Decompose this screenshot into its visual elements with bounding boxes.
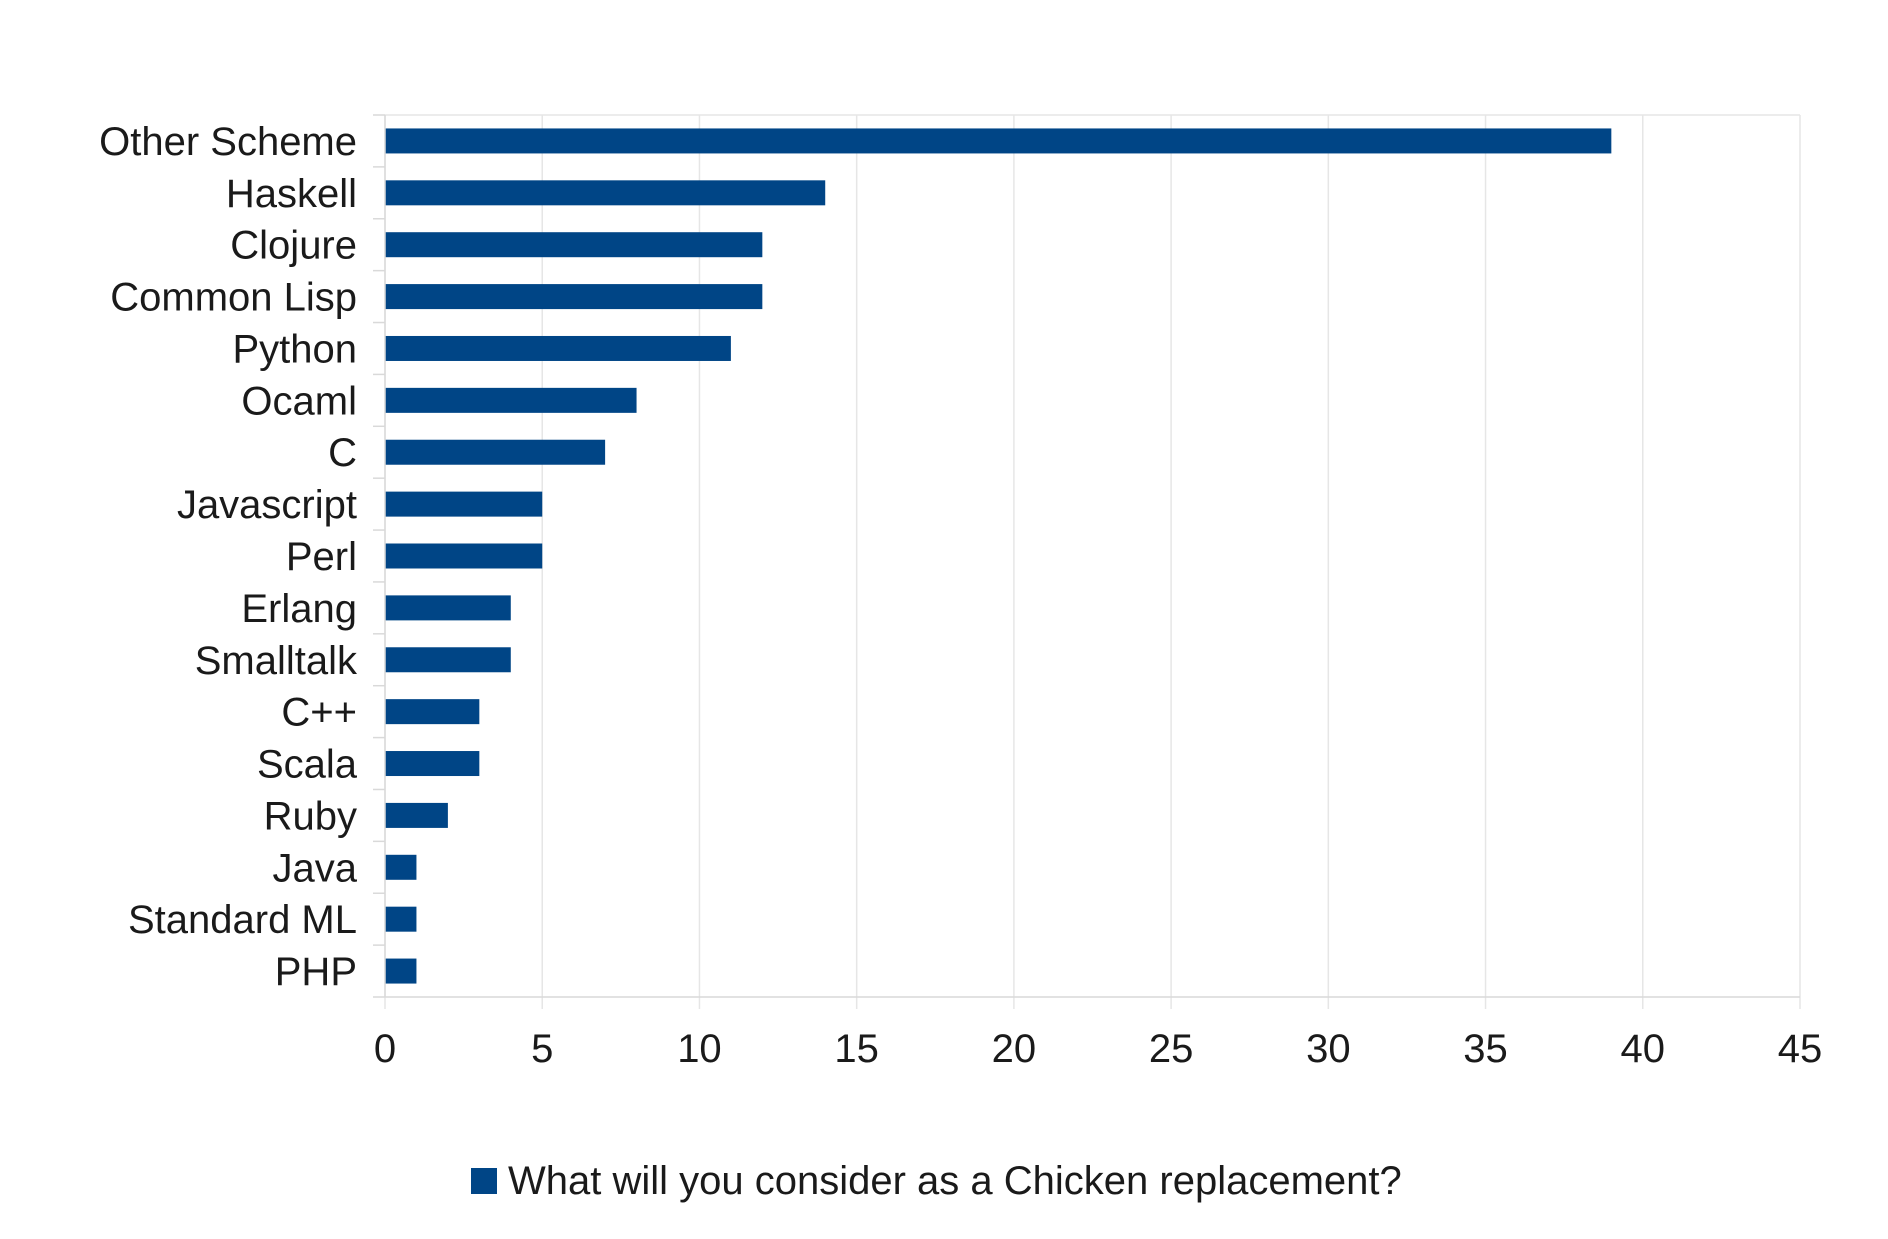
category-label: Standard ML <box>128 898 357 942</box>
bars <box>385 128 1612 984</box>
x-tick-label: 35 <box>1463 1027 1508 1071</box>
bar <box>385 595 511 621</box>
category-labels: Other Scheme Haskell Clojure Common Lisp Pyt… <box>99 120 358 994</box>
x-tick-label: 40 <box>1621 1027 1666 1071</box>
bar <box>385 180 826 206</box>
category-label: Common Lisp <box>110 276 357 320</box>
bar <box>385 751 480 777</box>
category-label: Ocaml <box>241 379 357 423</box>
x-tick-label: 30 <box>1306 1027 1351 1071</box>
bar <box>385 802 448 828</box>
category-label: Ruby <box>264 794 357 838</box>
category-label: Javascript <box>177 483 357 527</box>
category-label: C++ <box>281 691 357 735</box>
category-label: Perl <box>286 535 357 579</box>
x-tick-label: 10 <box>677 1027 722 1071</box>
category-label: PHP <box>275 950 357 994</box>
bar <box>385 387 637 413</box>
bar <box>385 543 543 569</box>
category-label: C <box>328 431 357 475</box>
category-label: Smalltalk <box>195 639 358 683</box>
category-label: Scala <box>257 743 358 787</box>
bar <box>385 335 731 361</box>
x-tick-label: 15 <box>834 1027 879 1071</box>
x-tick-label: 5 <box>531 1027 553 1071</box>
x-tick-label: 25 <box>1149 1027 1194 1071</box>
bar <box>385 906 417 932</box>
legend-swatch <box>471 1168 497 1194</box>
category-label: Java <box>273 846 358 890</box>
category-label: Erlang <box>241 587 357 631</box>
bar <box>385 647 511 673</box>
bar <box>385 699 480 725</box>
category-label: Clojure <box>230 224 357 268</box>
bar <box>385 439 606 465</box>
bar <box>385 232 763 258</box>
legend: What will you consider as a Chicken repl… <box>471 1159 1402 1203</box>
bar <box>385 854 417 880</box>
bar <box>385 491 543 517</box>
x-tick-labels: 0 5 10 15 20 25 30 35 40 45 <box>374 1027 1822 1071</box>
bar <box>385 958 417 984</box>
x-tick-label: 0 <box>374 1027 396 1071</box>
gridlines <box>384 114 1801 1009</box>
bar <box>385 128 1612 154</box>
category-label: Python <box>232 327 357 371</box>
axes <box>373 114 1800 998</box>
bar <box>385 284 763 310</box>
category-label: Other Scheme <box>99 120 357 164</box>
legend-label: What will you consider as a Chicken repl… <box>508 1159 1402 1203</box>
category-label: Haskell <box>226 172 357 216</box>
x-tick-label: 20 <box>992 1027 1037 1071</box>
x-tick-label: 45 <box>1778 1027 1823 1071</box>
